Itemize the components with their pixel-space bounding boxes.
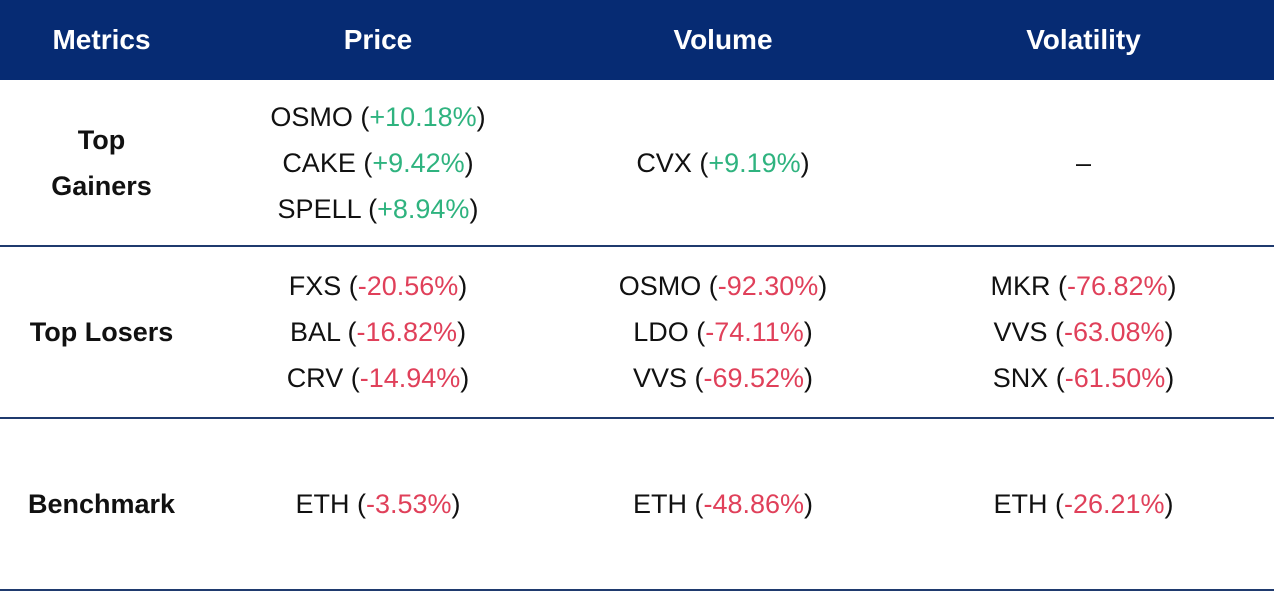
row-label-benchmark: Benchmark [27, 489, 176, 519]
symbol: ETH [993, 489, 1048, 519]
list-item: VVS (-69.52%) [632, 363, 814, 393]
benchmark-volatility-cell: ETH (-26.21%) [893, 418, 1274, 590]
symbol: BAL [289, 317, 340, 347]
change: +9.19% [708, 147, 801, 178]
header-price: Price [343, 24, 413, 55]
header-row: Metrics Price Volume Volatility [0, 0, 1274, 80]
symbol: LDO [633, 317, 689, 347]
benchmark-price-cell: ETH (-3.53%) [203, 418, 553, 590]
change: -61.50% [1064, 363, 1166, 393]
list-item: OSMO (+10.18%) [270, 101, 486, 132]
table-row-top-losers: Top Losers FXS (-20.56%) BAL (-16.82%) C… [0, 246, 1274, 418]
table-header: Metrics Price Volume Volatility [0, 0, 1274, 80]
symbol: ETH [632, 489, 687, 519]
change: -76.82% [1066, 271, 1168, 301]
symbol: ETH [295, 489, 350, 519]
list-item: CRV (-14.94%) [286, 363, 470, 393]
symbol: VVS [632, 363, 687, 393]
losers-volume-cell: OSMO (-92.30%) LDO (-74.11%) VVS (-69.52… [553, 246, 893, 418]
losers-volatility-cell: MKR (-76.82%) VVS (-63.08%) SNX (-61.50%… [893, 246, 1274, 418]
header-volatility: Volatility [1026, 24, 1141, 55]
change: -16.82% [356, 317, 458, 347]
change: -3.53% [365, 489, 452, 519]
symbol: FXS [288, 271, 342, 301]
change: -26.21% [1063, 489, 1165, 519]
list-item: CVX (+9.19%) [636, 147, 810, 178]
list-item: VVS (-63.08%) [993, 317, 1174, 347]
list-item: CAKE (+9.42%) [282, 147, 474, 178]
list-item: LDO (-74.11%) [633, 317, 813, 347]
list-item: FXS (-20.56%) [288, 271, 468, 301]
gainers-price-cell: OSMO (+10.18%) CAKE (+9.42%) SPELL (+8.9… [203, 80, 553, 246]
gainers-volatility-cell: – [893, 80, 1274, 246]
symbol: CAKE [282, 147, 356, 178]
change: -14.94% [359, 363, 461, 393]
symbol: CRV [286, 363, 344, 393]
list-item: SPELL (+8.94%) [277, 193, 479, 224]
header-metrics: Metrics [52, 24, 151, 55]
table-row-top-gainers: Top Gainers OSMO (+10.18%) CAKE (+9.42%)… [0, 80, 1274, 246]
change: -20.56% [357, 271, 459, 301]
benchmark-volume-cell: ETH (-48.86%) [553, 418, 893, 590]
change: +10.18% [369, 101, 477, 132]
list-item: ETH (-48.86%) [632, 489, 814, 519]
symbol: SPELL [277, 193, 361, 224]
change: -69.52% [703, 363, 805, 393]
change: -92.30% [717, 271, 819, 301]
empty-value: – [1075, 147, 1092, 178]
list-item: MKR (-76.82%) [990, 271, 1177, 301]
list-item: ETH (-3.53%) [295, 489, 461, 519]
change: -74.11% [705, 317, 804, 347]
header-volume: Volume [673, 24, 773, 55]
gainers-volume-cell: CVX (+9.19%) [553, 80, 893, 246]
row-label-top-losers: Top Losers [29, 317, 174, 347]
list-item: ETH (-26.21%) [993, 489, 1174, 519]
list-item: OSMO (-92.30%) [618, 271, 828, 301]
change: +9.42% [372, 147, 465, 178]
losers-price-cell: FXS (-20.56%) BAL (-16.82%) CRV (-14.94%… [203, 246, 553, 418]
change: -63.08% [1063, 317, 1165, 347]
change: -48.86% [703, 489, 805, 519]
symbol: SNX [992, 363, 1049, 393]
symbol: VVS [993, 317, 1048, 347]
symbol: OSMO [270, 101, 353, 132]
list-item: BAL (-16.82%) [289, 317, 467, 347]
symbol: OSMO [618, 271, 702, 301]
symbol: MKR [990, 271, 1051, 301]
table-row-benchmark: Benchmark ETH (-3.53%) ETH (-48.86%) ETH… [0, 418, 1274, 590]
row-label-top-gainers: Top Gainers [0, 80, 203, 246]
list-item: SNX (-61.50%) [992, 363, 1175, 393]
change: +8.94% [377, 193, 470, 224]
row-label-text: Top Gainers [51, 124, 152, 201]
symbol: CVX [636, 147, 692, 178]
